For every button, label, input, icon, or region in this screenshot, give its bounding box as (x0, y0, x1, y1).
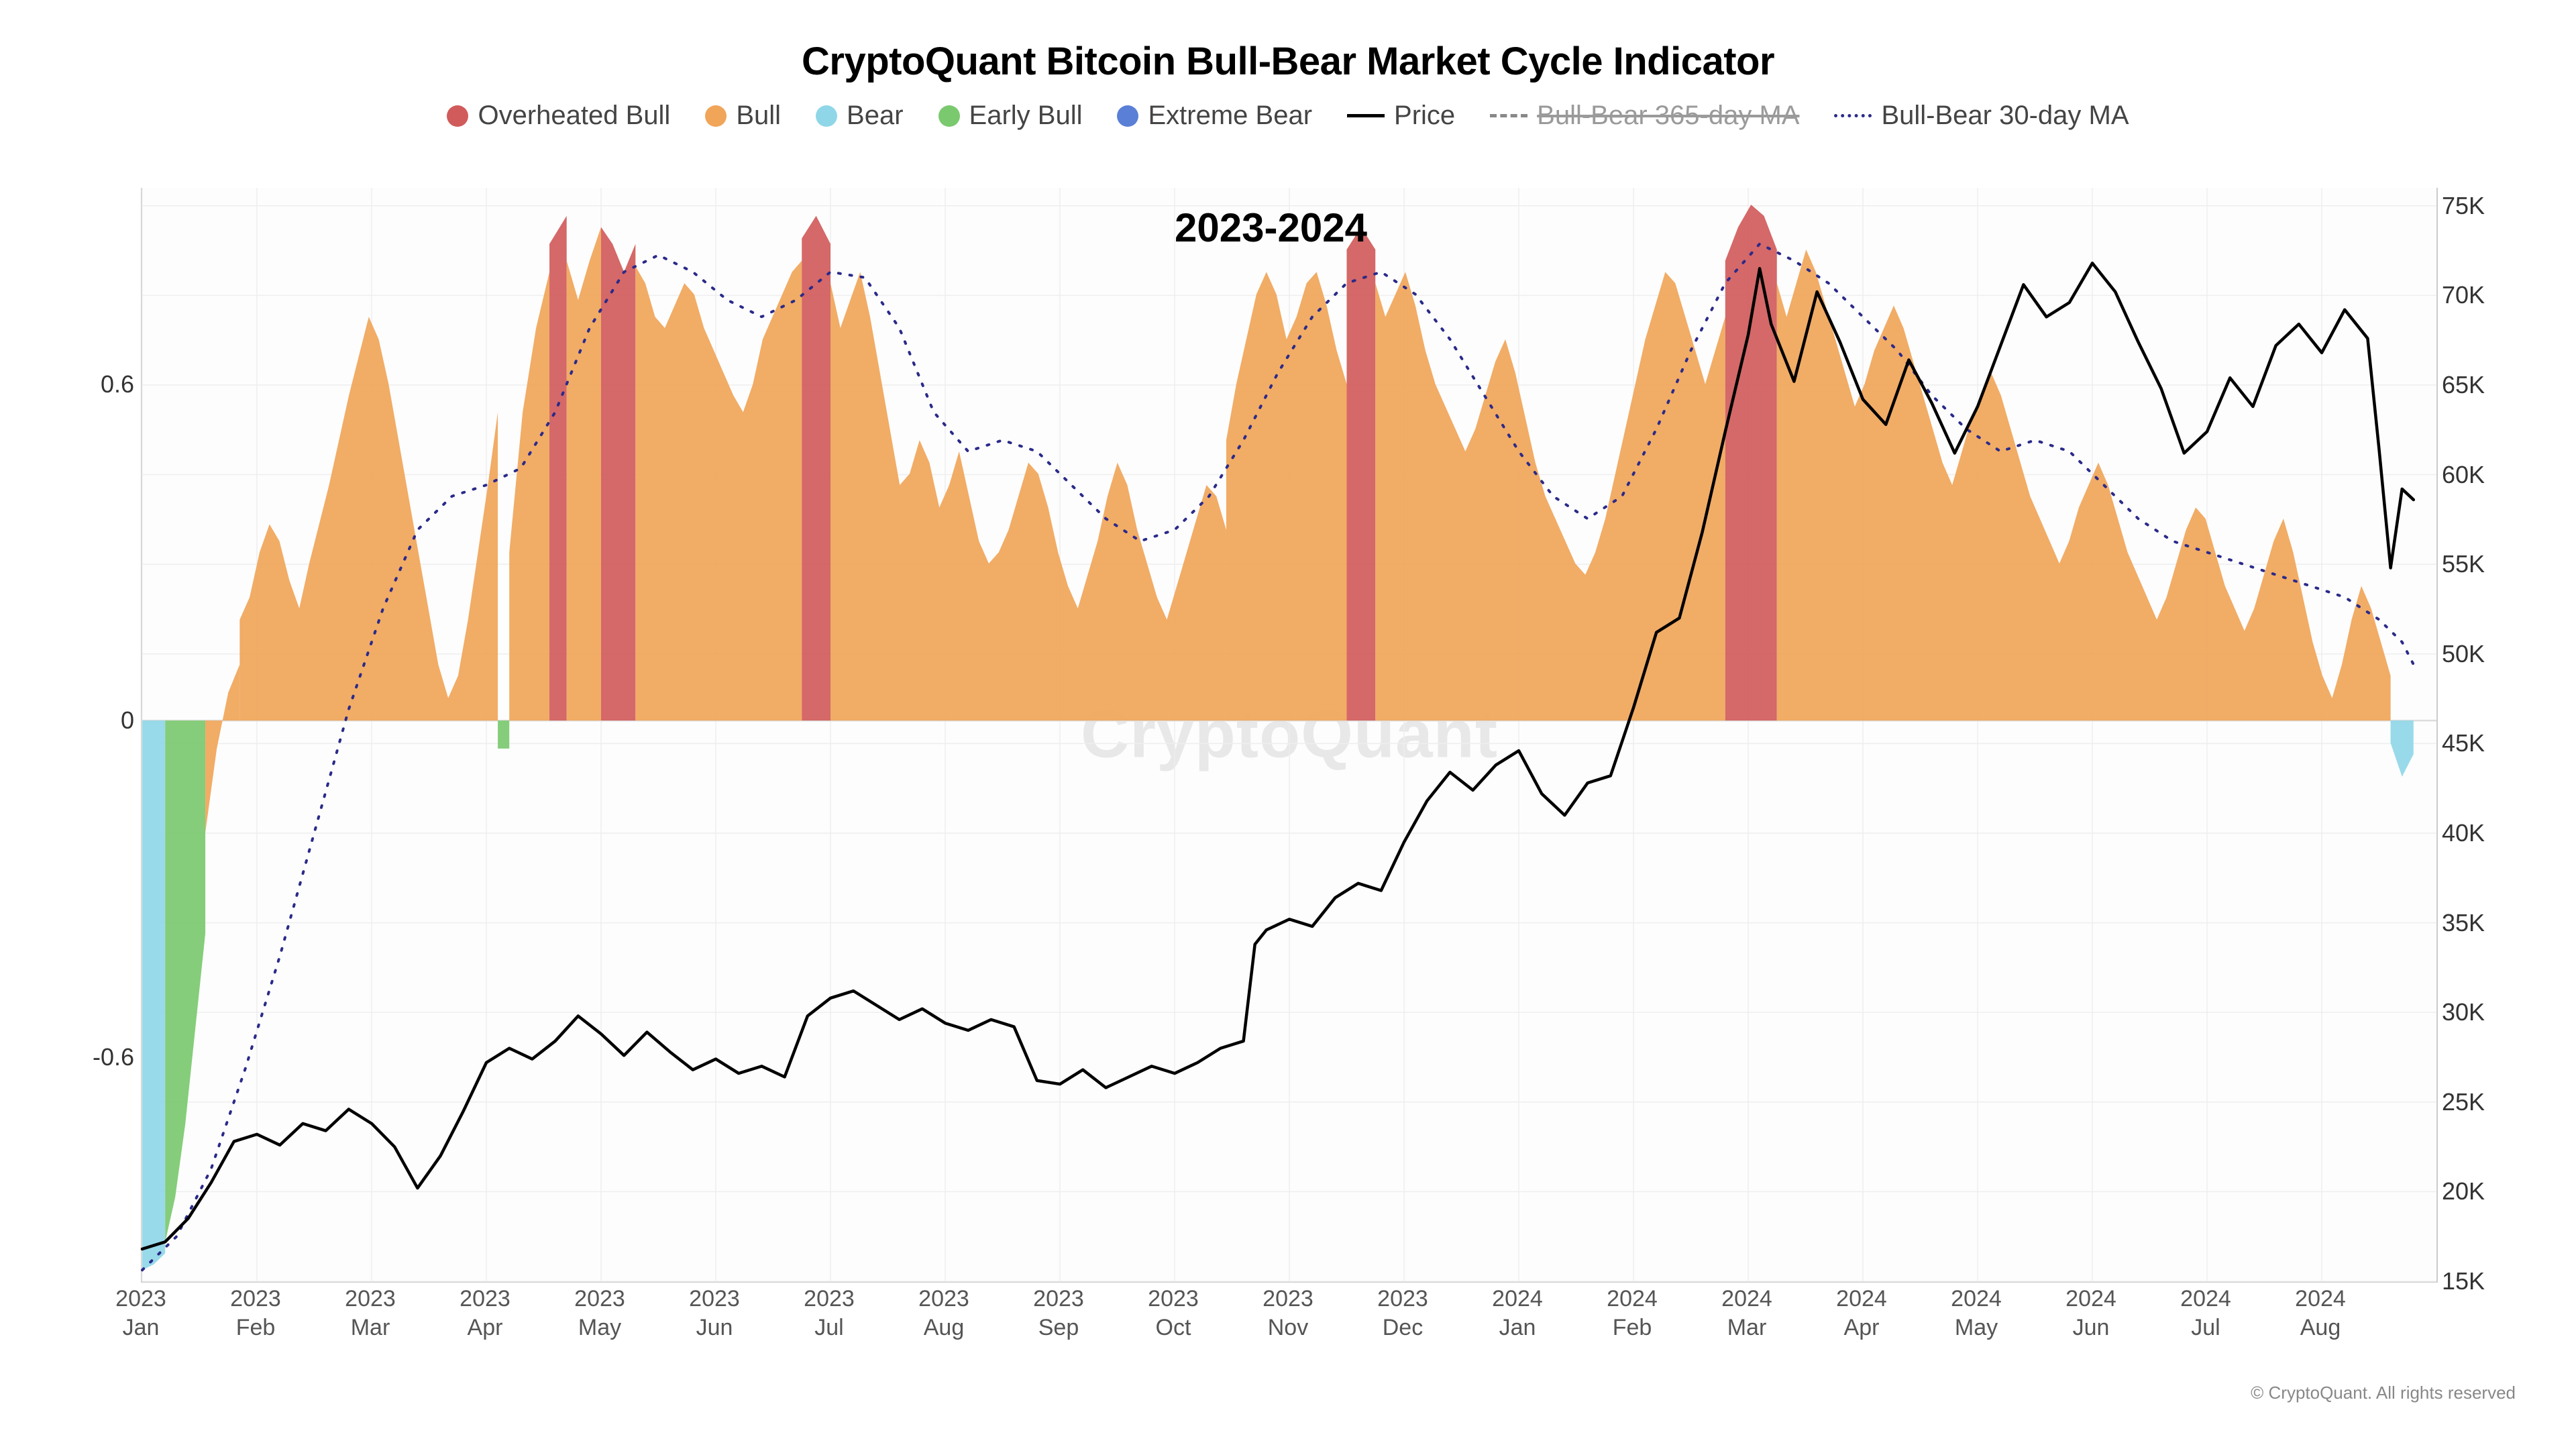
copyright: © CryptoQuant. All rights reserved (2251, 1383, 2516, 1403)
y-right-tick: 40K (2442, 819, 2502, 847)
x-tick: 2024Feb (1607, 1285, 1658, 1342)
y-right-tick: 45K (2442, 729, 2502, 757)
x-tick: 2023Nov (1263, 1285, 1313, 1342)
legend-label: Bull (736, 101, 781, 131)
legend-item: Bear (816, 101, 904, 131)
y-left-tick: 0.6 (74, 370, 134, 398)
legend-item: Overheated Bull (447, 101, 670, 131)
y-right-tick: 75K (2442, 192, 2502, 220)
x-tick: 2024Aug (2295, 1285, 2346, 1342)
y-right-tick: 50K (2442, 640, 2502, 668)
x-tick: 2024Apr (1836, 1285, 1887, 1342)
x-tick: 2023Dec (1377, 1285, 1428, 1342)
y-left-tick: 0 (74, 706, 134, 735)
line-layer (142, 188, 2436, 1281)
legend-swatch (1490, 114, 1527, 117)
legend-label: Overheated Bull (478, 101, 670, 131)
legend-swatch (1347, 114, 1385, 117)
x-tick: 2023Apr (460, 1285, 511, 1342)
x-tick: 2024Mar (1721, 1285, 1772, 1342)
x-tick: 2023Feb (230, 1285, 281, 1342)
legend-item: Early Bull (938, 101, 1083, 131)
legend-item: Bull-Bear 365-day MA (1490, 101, 1799, 131)
y-left-tick: -0.6 (74, 1043, 134, 1071)
x-tick: 2024Jun (2065, 1285, 2116, 1342)
x-tick: 2023Oct (1148, 1285, 1199, 1342)
x-tick: 2024May (1951, 1285, 2002, 1342)
legend-label: Bear (847, 101, 904, 131)
legend-swatch (938, 105, 960, 127)
legend-item: Price (1347, 101, 1455, 131)
y-right-tick: 60K (2442, 461, 2502, 489)
y-right-tick: 20K (2442, 1177, 2502, 1205)
x-tick: 2023May (574, 1285, 625, 1342)
legend-item: Bull (705, 101, 781, 131)
y-right-tick: 15K (2442, 1267, 2502, 1295)
x-tick: 2023Jun (689, 1285, 740, 1342)
legend: Overheated Bull Bull Bear Early Bull Extreme… (0, 101, 2576, 131)
legend-label: Bull-Bear 30-day MA (1881, 101, 2129, 131)
legend-swatch (1117, 105, 1138, 127)
plot-area: CryptoQuant 2023-2024 (141, 188, 2438, 1283)
legend-swatch (1834, 114, 1872, 117)
chart-container: CryptoQuant Bitcoin Bull-Bear Market Cyc… (0, 0, 2576, 1449)
x-tick: 2023Jan (115, 1285, 166, 1342)
legend-label: Price (1394, 101, 1455, 131)
x-tick: 2023Jul (804, 1285, 855, 1342)
legend-item: Extreme Bear (1117, 101, 1312, 131)
x-tick: 2023Sep (1033, 1285, 1084, 1342)
y-right-tick: 25K (2442, 1088, 2502, 1116)
x-tick: 2023Aug (918, 1285, 969, 1342)
y-right-tick: 55K (2442, 550, 2502, 578)
chart-title: CryptoQuant Bitcoin Bull-Bear Market Cyc… (0, 39, 2576, 84)
x-tick: 2024Jan (1492, 1285, 1543, 1342)
year-annotation: 2023-2024 (1175, 205, 1367, 251)
legend-label: Bull-Bear 365-day MA (1537, 101, 1799, 131)
legend-swatch (816, 105, 837, 127)
legend-item: Bull-Bear 30-day MA (1834, 101, 2129, 131)
x-tick: 2023Mar (345, 1285, 396, 1342)
y-right-tick: 30K (2442, 998, 2502, 1026)
legend-swatch (447, 105, 468, 127)
y-right-tick: 65K (2442, 371, 2502, 399)
x-tick: 2024Jul (2180, 1285, 2231, 1342)
y-right-tick: 70K (2442, 281, 2502, 309)
y-right-tick: 35K (2442, 909, 2502, 937)
legend-label: Extreme Bear (1148, 101, 1312, 131)
legend-label: Early Bull (969, 101, 1083, 131)
legend-swatch (705, 105, 727, 127)
